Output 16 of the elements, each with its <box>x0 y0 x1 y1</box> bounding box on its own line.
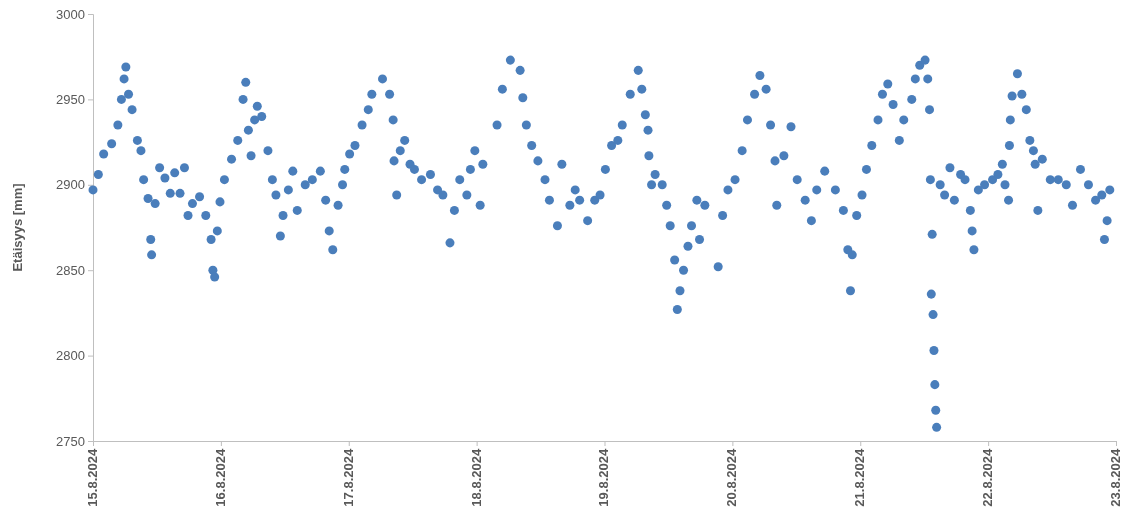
y-tick-label: 2950 <box>56 92 85 108</box>
x-tick-label: 16.8.2024 <box>212 448 228 507</box>
y-tick-label: 3000 <box>56 6 85 22</box>
x-tick-label: 17.8.2024 <box>340 448 356 507</box>
y-tick-label: 2850 <box>56 262 85 278</box>
y-tick-label: 2750 <box>56 433 85 449</box>
x-tick-label: 19.8.2024 <box>596 448 612 507</box>
x-tick-label: 18.8.2024 <box>468 448 484 507</box>
x-tick-label: 21.8.2024 <box>852 448 868 507</box>
x-tick-label: 20.8.2024 <box>724 448 740 507</box>
x-tick-label: 22.8.2024 <box>980 448 996 507</box>
x-tick-label: 23.8.2024 <box>1107 448 1123 507</box>
y-tick-label: 2900 <box>56 177 85 193</box>
x-tick-label: 15.8.2024 <box>84 448 100 507</box>
y-tick-label: 2800 <box>56 348 85 364</box>
y-axis-title: Etäisyys [mm] <box>10 183 25 272</box>
